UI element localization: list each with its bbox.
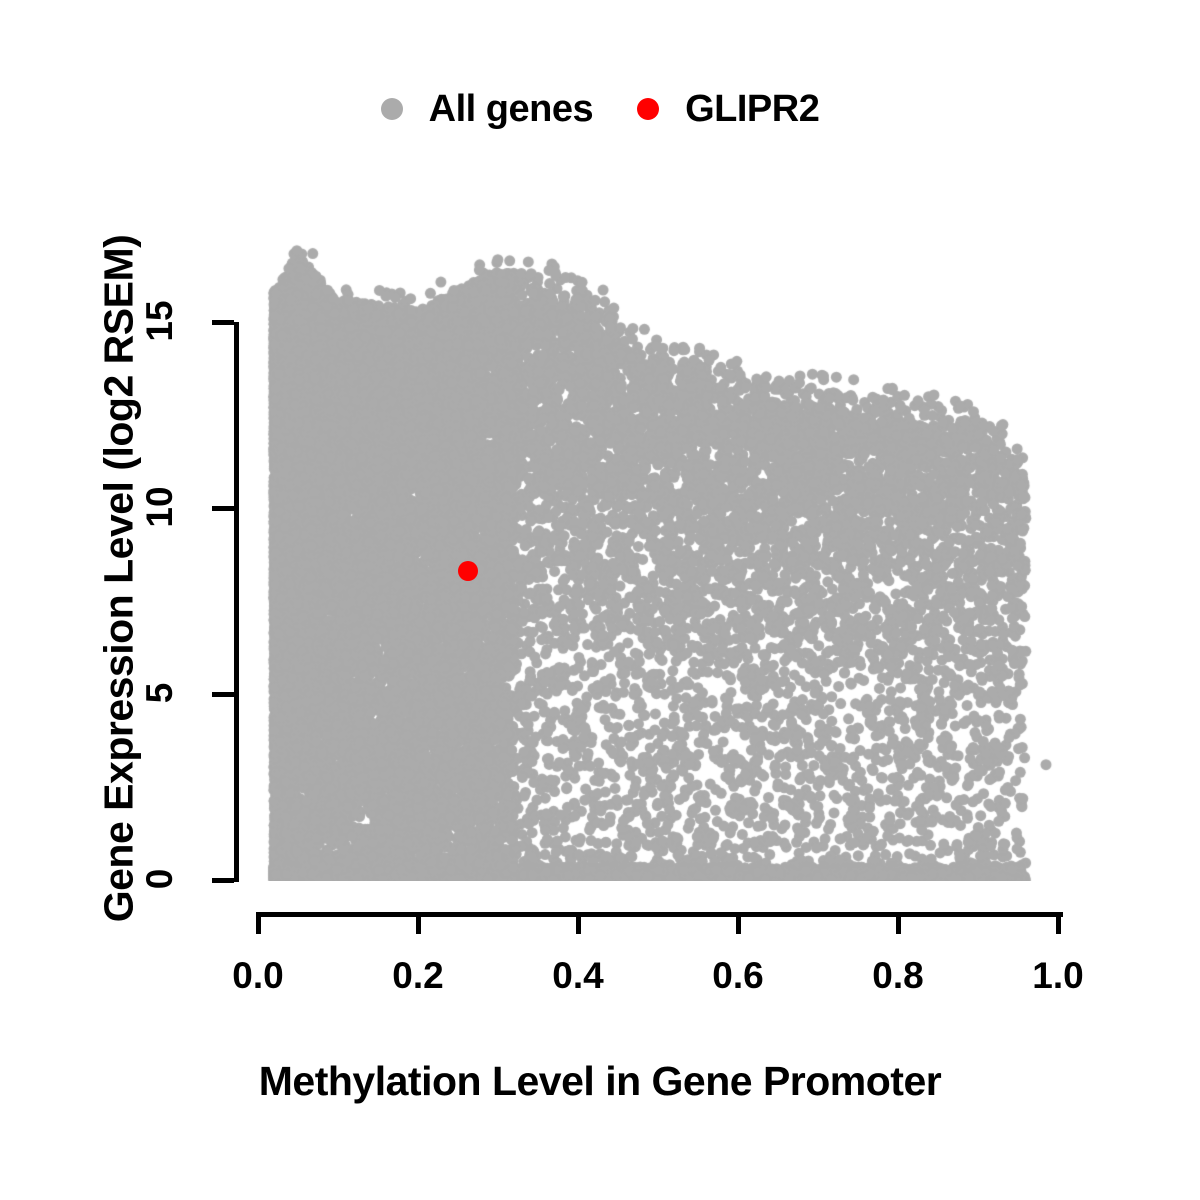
legend-entry-glipr2: GLIPR2 xyxy=(637,87,820,131)
y-tick-label: 15 xyxy=(139,300,180,342)
red-dot-icon xyxy=(637,98,660,120)
y-tick-mark xyxy=(212,878,234,883)
x-tick-mark xyxy=(896,912,901,934)
chart-legend: All genes GLIPR2 xyxy=(0,78,1200,140)
glipr2-highlight-point[interactable] xyxy=(457,561,478,582)
plot-area xyxy=(258,230,1058,881)
y-tick-mark xyxy=(212,506,234,511)
legend-label: GLIPR2 xyxy=(685,87,820,130)
y-tick-mark xyxy=(212,692,234,697)
y-axis-line xyxy=(234,322,239,882)
x-tick-label: 0.8 xyxy=(872,955,924,996)
x-axis-title: Methylation Level in Gene Promoter xyxy=(258,1058,942,1104)
legend-label: All genes xyxy=(428,87,594,130)
x-tick-label: 0.2 xyxy=(392,955,444,996)
x-tick-label: 1.0 xyxy=(1032,955,1084,996)
x-tick-mark xyxy=(256,912,261,934)
x-tick-mark xyxy=(576,912,581,934)
gray-dot-icon xyxy=(380,98,403,120)
x-tick-mark xyxy=(736,912,741,934)
x-axis-line xyxy=(258,912,1063,917)
y-tick-label: 5 xyxy=(139,682,180,704)
y-axis-title: Gene Expression Level (log2 RSEM) xyxy=(95,234,142,923)
all-genes-scatter-cloud xyxy=(258,230,1058,881)
x-tick-label: 0.0 xyxy=(232,955,284,996)
y-tick-label: 0 xyxy=(139,868,180,890)
y-tick-mark xyxy=(212,320,234,325)
x-tick-label: 0.6 xyxy=(712,955,764,996)
legend-entry-all-genes: All genes xyxy=(380,87,594,131)
x-tick-label: 0.4 xyxy=(552,955,604,996)
x-tick-mark xyxy=(416,912,421,934)
x-tick-mark xyxy=(1056,912,1061,934)
y-tick-label: 10 xyxy=(139,486,180,528)
